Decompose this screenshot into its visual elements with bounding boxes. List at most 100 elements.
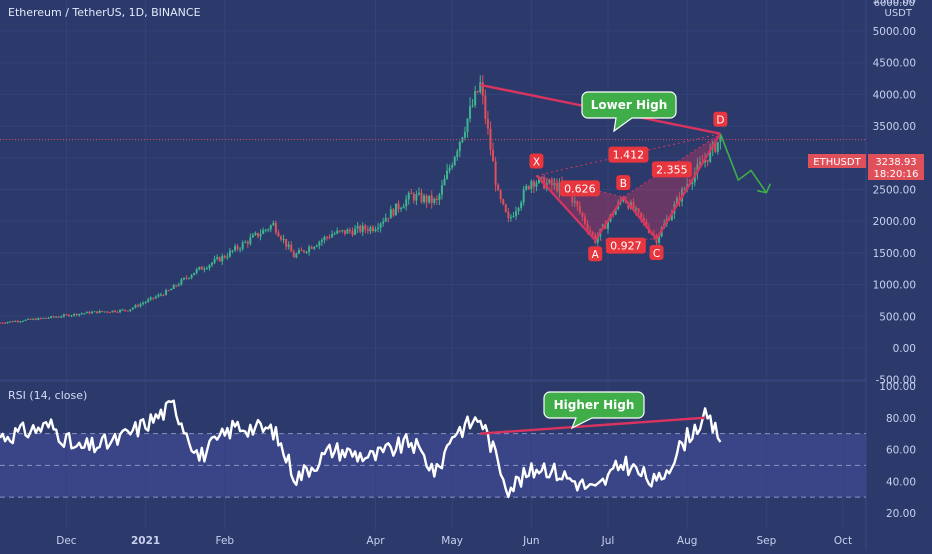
harmonic-triangle-xab bbox=[536, 175, 624, 241]
candle-body bbox=[471, 105, 474, 107]
time-axis[interactable]: Dec 2021 Feb Apr May Jun Jul Aug Sep Oct bbox=[56, 535, 852, 547]
callout-bubble bbox=[581, 91, 677, 133]
candle-body bbox=[9, 321, 12, 323]
candle-body bbox=[354, 228, 357, 235]
candle-body bbox=[704, 159, 707, 163]
candle-body bbox=[251, 234, 254, 238]
candle-body bbox=[47, 317, 50, 319]
candle-body bbox=[287, 244, 290, 247]
candle-body bbox=[469, 106, 472, 119]
candle-body bbox=[320, 240, 323, 242]
price-axis-tick: 4500.00 bbox=[873, 58, 916, 70]
candle-body bbox=[37, 318, 40, 320]
price-tag-countdown: 18:20:16 bbox=[874, 169, 919, 180]
higher-high-trendline[interactable] bbox=[480, 416, 706, 435]
price-axis[interactable]: 5500.005000.004500.004000.003500.003000.… bbox=[873, 0, 916, 387]
candle-body bbox=[52, 316, 55, 318]
candle-body bbox=[443, 179, 446, 186]
candle-body bbox=[433, 198, 436, 203]
candle-body bbox=[492, 149, 495, 162]
candle-body bbox=[489, 128, 492, 150]
candle-body bbox=[213, 258, 216, 263]
candle-body bbox=[310, 246, 313, 249]
candle-body bbox=[62, 314, 65, 317]
candle-body bbox=[555, 183, 558, 192]
candle-body bbox=[60, 316, 63, 318]
point-label-box bbox=[713, 111, 728, 127]
candle-body bbox=[397, 203, 400, 210]
callout-text: Lower High bbox=[591, 98, 668, 112]
lower-high-callout[interactable]: Lower High bbox=[581, 91, 677, 133]
candle-body bbox=[172, 285, 175, 289]
candle-body bbox=[328, 237, 331, 239]
candle-body bbox=[269, 225, 272, 230]
candle-body bbox=[435, 198, 438, 201]
candle-body bbox=[558, 182, 561, 192]
candle-body bbox=[346, 229, 349, 234]
axis-unit: USDT bbox=[885, 8, 913, 19]
time-axis-label: Aug bbox=[677, 535, 698, 547]
candle-body bbox=[14, 321, 17, 323]
rsi-axis-tick: 40.00 bbox=[886, 476, 916, 488]
rsi-line[interactable] bbox=[0, 399, 722, 499]
candle-body bbox=[129, 309, 132, 312]
price-axis-tick: 2500.00 bbox=[873, 185, 916, 197]
candle-body bbox=[24, 319, 27, 321]
candle-body bbox=[195, 269, 198, 273]
candle-body bbox=[142, 302, 145, 305]
candle-body bbox=[198, 267, 201, 270]
candle-body bbox=[185, 277, 188, 279]
candle-body bbox=[453, 156, 456, 166]
candle-body bbox=[116, 311, 119, 313]
candle-body bbox=[98, 310, 101, 314]
candle-body bbox=[596, 236, 599, 243]
candle-body bbox=[627, 202, 630, 209]
projection-arrow[interactable] bbox=[719, 133, 768, 194]
rsi-axis[interactable]: 100.00 80.00 60.00 40.00 20.00 bbox=[879, 381, 916, 520]
price-axis-tick: -500.00 bbox=[875, 375, 916, 387]
candle-body bbox=[262, 230, 265, 234]
candle-body bbox=[318, 241, 321, 246]
candle-body bbox=[719, 135, 722, 143]
harmonic-triangle-bcd bbox=[623, 133, 721, 239]
candle-body bbox=[486, 119, 489, 129]
candle-body bbox=[343, 230, 346, 234]
candle-body bbox=[484, 95, 487, 120]
time-axis-label: 2021 bbox=[131, 535, 160, 547]
candle-body bbox=[658, 236, 661, 243]
candle-body bbox=[65, 314, 68, 316]
time-axis-label: Apr bbox=[366, 535, 385, 547]
candle-body bbox=[282, 238, 285, 240]
candle-body bbox=[591, 231, 594, 235]
candle-body bbox=[394, 203, 397, 216]
candle-body bbox=[126, 310, 129, 312]
candle-body bbox=[88, 311, 91, 314]
candle-body bbox=[55, 316, 58, 318]
candle-body bbox=[412, 194, 415, 201]
candle-body bbox=[226, 256, 229, 258]
candle-body bbox=[446, 170, 449, 180]
candle-body bbox=[553, 183, 556, 186]
harmonic-pattern[interactable] bbox=[535, 133, 722, 243]
candle-body bbox=[108, 312, 111, 314]
candle-body bbox=[402, 206, 405, 209]
candle-body bbox=[417, 192, 420, 195]
price-axis-tick: 0.00 bbox=[893, 343, 916, 355]
candle-body bbox=[716, 142, 719, 152]
higher-high-callout[interactable]: Higher High bbox=[543, 391, 645, 430]
candle-body bbox=[415, 194, 418, 201]
candle-body bbox=[149, 297, 152, 300]
candle-body bbox=[257, 232, 260, 237]
candle-body bbox=[382, 221, 385, 224]
candle-body bbox=[44, 317, 47, 319]
symbol-tag-text: ETHUSDT bbox=[813, 157, 861, 168]
candle-body bbox=[241, 242, 244, 249]
candle-body bbox=[234, 246, 237, 251]
rsi-axis-tick: 60.00 bbox=[886, 445, 916, 457]
callout-text: Higher High bbox=[554, 398, 635, 412]
harmonic-ratio-line bbox=[623, 133, 721, 198]
candle-body bbox=[520, 202, 523, 209]
candle-body bbox=[423, 195, 426, 202]
candle-body bbox=[331, 234, 334, 238]
